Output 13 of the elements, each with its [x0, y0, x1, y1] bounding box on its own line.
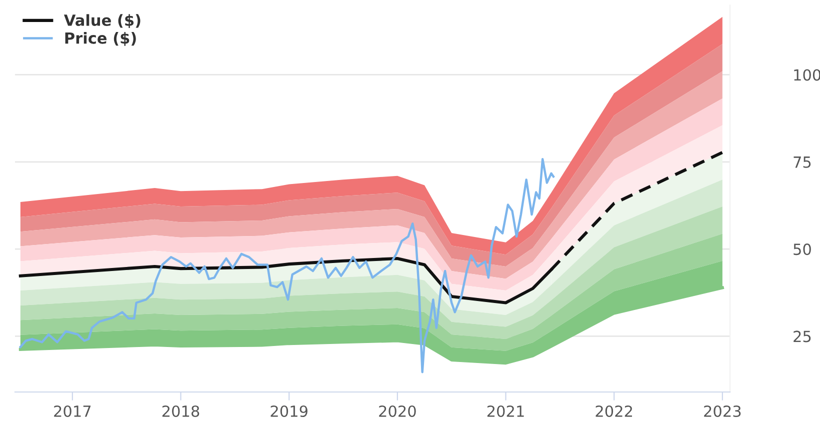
legend-label: Value ($)	[64, 14, 140, 28]
legend-label: Price ($)	[65, 32, 136, 46]
y-tick-label: 25	[794, 330, 811, 342]
x-tick-label: 2018	[162, 405, 200, 418]
x-tick-label: 2020	[379, 405, 416, 418]
x-tick-label: 2019	[270, 405, 308, 418]
x-tick-label: 2017	[54, 405, 91, 418]
x-tick-label: 2023	[704, 405, 741, 418]
y-tick-label: 50	[794, 244, 811, 256]
x-tick-label: 2021	[487, 405, 524, 418]
line-series	[19, 158, 555, 374]
y-tick-label: 75	[794, 156, 811, 168]
x-tick-label: 2022	[596, 405, 632, 418]
